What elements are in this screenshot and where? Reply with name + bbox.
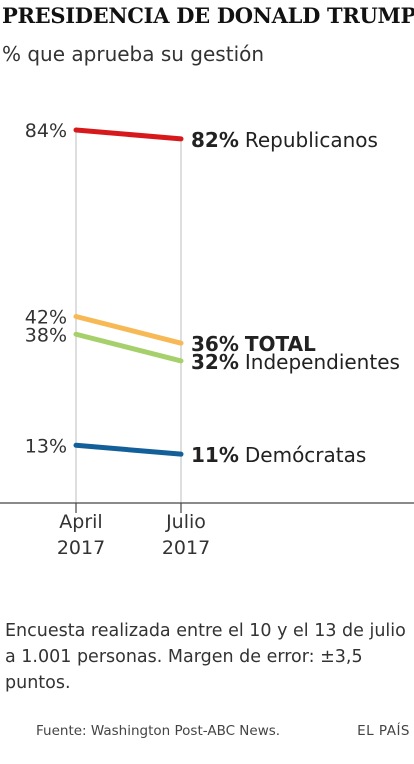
x-tick-label: 2017 bbox=[162, 537, 210, 559]
chart-title: PRESIDENCIA DE DONALD TRUMP bbox=[2, 3, 414, 28]
series-name: Republicanos bbox=[245, 128, 378, 152]
survey-note: Encuesta realizada entre el 10 y el 13 d… bbox=[5, 621, 406, 693]
end-value-label: 36% TOTAL bbox=[191, 332, 316, 356]
series-line-total bbox=[73, 314, 184, 346]
series-line-demócratas bbox=[73, 442, 184, 457]
start-value-label: 13% bbox=[25, 435, 67, 457]
chart-subtitle: % que aprueba su gestión bbox=[2, 42, 265, 66]
end-percent: 11% bbox=[191, 443, 239, 467]
series-line-republicanos bbox=[73, 127, 184, 142]
end-percent: 36% bbox=[191, 332, 239, 356]
series-name: Independientes bbox=[245, 350, 400, 374]
start-value-label: 84% bbox=[25, 120, 67, 142]
end-percent: 82% bbox=[191, 128, 239, 152]
source-credit: Fuente: Washington Post-ABC News. bbox=[36, 723, 281, 739]
end-value-label: 82% Republicanos bbox=[191, 128, 378, 152]
end-value-label: 32% Independientes bbox=[191, 350, 400, 374]
series-name: Demócratas bbox=[245, 443, 366, 467]
x-tick-label: April bbox=[59, 511, 102, 533]
series-name: TOTAL bbox=[245, 332, 316, 356]
start-value-label: 38% bbox=[25, 324, 67, 346]
start-value-label: 42% bbox=[25, 307, 67, 329]
end-value-label: 11% Demócratas bbox=[191, 443, 366, 467]
end-percent: 32% bbox=[191, 350, 239, 374]
series-line-independientes bbox=[73, 331, 184, 364]
publisher-brand: EL PAÍS bbox=[357, 723, 410, 739]
x-tick-label: Julio bbox=[165, 511, 206, 533]
x-tick-label: 2017 bbox=[57, 537, 105, 559]
